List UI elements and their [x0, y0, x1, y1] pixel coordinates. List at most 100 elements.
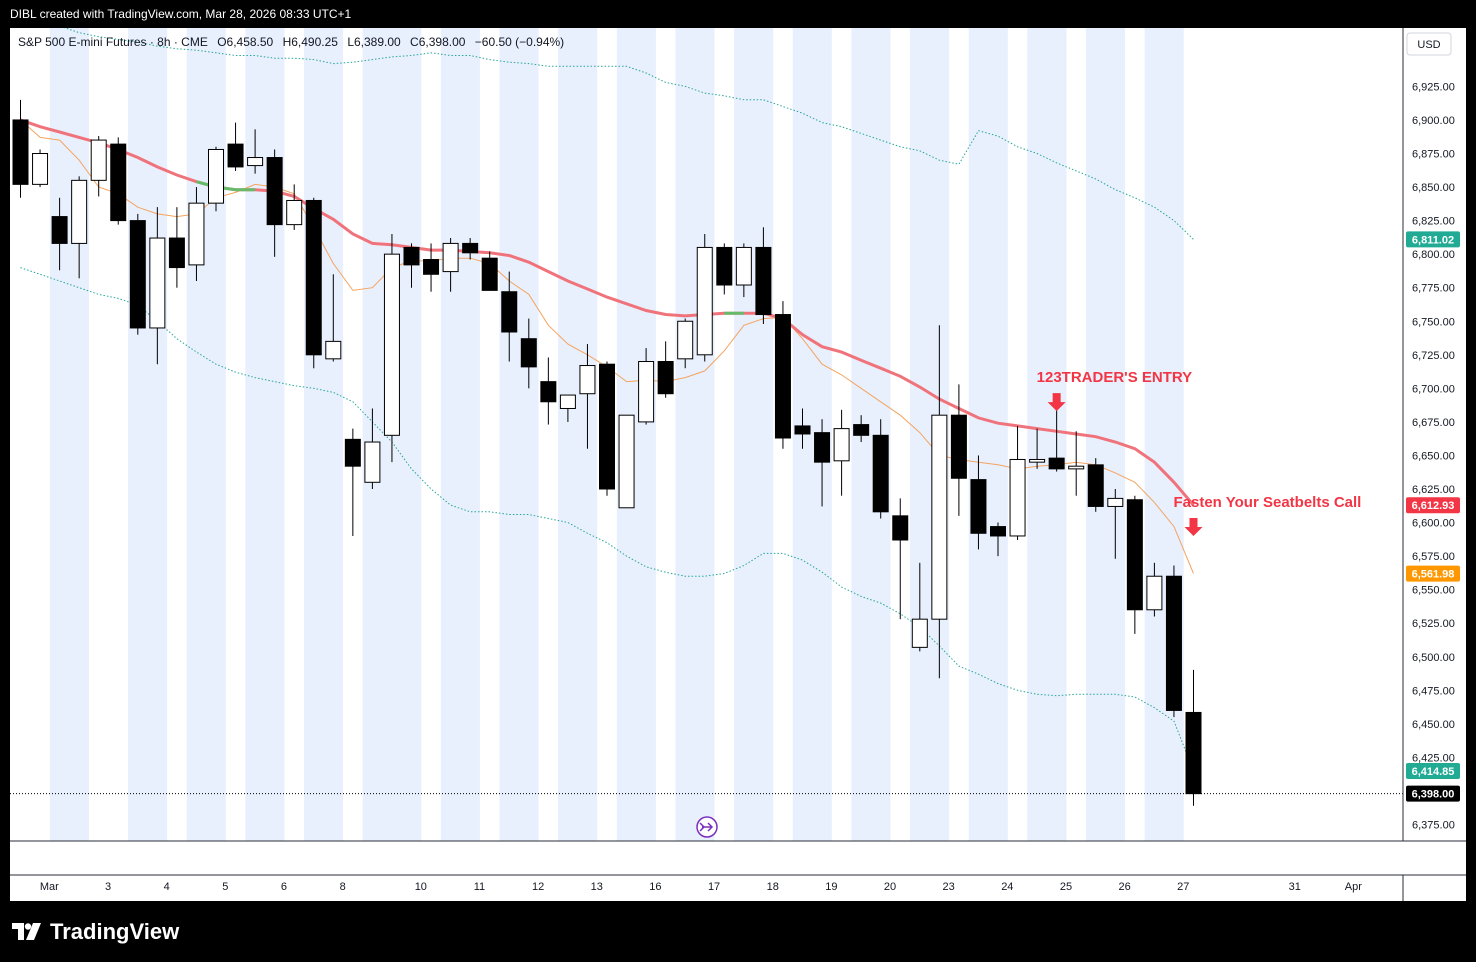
candle-body: [618, 414, 635, 509]
candle: [540, 357, 557, 425]
price-tag-label: 6,414.85: [1412, 766, 1455, 778]
candle-body: [1087, 464, 1104, 507]
candle: [1126, 495, 1143, 634]
candle-body: [872, 434, 889, 513]
time-tick-label: Mar: [40, 881, 59, 893]
candle-body: [227, 143, 244, 168]
go-to-realtime-button[interactable]: [696, 816, 718, 838]
time-axis[interactable]: Mar 3 4 5 6 8 10 11 12 13 16 17 18 19 20 23 24 25 26 27 31 Ap…: [40, 881, 1362, 893]
price-tag: 6,561.98: [1406, 565, 1460, 582]
candle: [71, 176, 88, 279]
candle: [305, 197, 322, 369]
candle: [423, 243, 440, 292]
time-tick-label: 12: [532, 881, 544, 893]
legend-low: L6,389.00: [347, 35, 401, 49]
price-tag-bg: [1406, 785, 1460, 802]
time-tick-label: 31: [1289, 881, 1301, 893]
time-tick-label: 23: [943, 881, 955, 893]
candle-body: [1009, 458, 1026, 537]
candle: [1048, 408, 1065, 472]
candle: [90, 136, 107, 197]
price-tick-label: 6,450.00: [1412, 719, 1455, 731]
candle: [1165, 565, 1182, 718]
price-tags: 6,811.02 6,612.93 6,561.98 6,414.85 6,398.00: [1406, 231, 1460, 802]
candle: [892, 498, 909, 620]
session-shade: [968, 28, 1008, 841]
candle-body: [501, 291, 518, 333]
price-tick-label: 6,375.00: [1412, 820, 1455, 832]
legend-high: H6,490.25: [283, 35, 339, 49]
candle: [833, 409, 850, 496]
candle: [814, 419, 831, 507]
candle-body: [755, 246, 772, 316]
legend-symbol: S&P 500 E-mini Futures · 8h · CME: [18, 35, 208, 49]
time-tick-label: 24: [1001, 881, 1013, 893]
legend-close: C6,398.00: [410, 35, 466, 49]
candle: [990, 522, 1006, 557]
candle-body: [774, 314, 791, 439]
candle-body: [931, 414, 948, 620]
candle: [559, 394, 576, 422]
candle-body: [266, 157, 283, 226]
price-axis[interactable]: USD 6,375.006,400.006,425.006,450.006,47…: [1402, 28, 1460, 841]
candle-body: [540, 381, 557, 403]
candle: [911, 562, 928, 652]
caption-text: DIBL created with TradingView.com, Mar 2…: [10, 7, 352, 21]
session-shade: [303, 28, 344, 841]
price-tag-bg: [1406, 565, 1460, 582]
legend-open: O6,458.50: [217, 35, 273, 49]
candle: [872, 419, 889, 519]
price-ticks: 6,375.006,400.006,425.006,450.006,475.00…: [1412, 81, 1455, 831]
price-tick-label: 6,800.00: [1412, 249, 1455, 261]
candle: [188, 187, 205, 281]
candle-body: [188, 202, 205, 266]
candle-body: [638, 361, 655, 423]
price-chart[interactable]: 123TRADER'S ENTRY Fasten Your Seatbelts …: [10, 12, 1466, 901]
candle-body: [149, 237, 166, 329]
session-shade: [675, 28, 715, 841]
candle: [1029, 428, 1046, 469]
candle-body: [403, 246, 420, 266]
svg-text:S&P 500 E-mini Futures · 8h ·: S&P 500 E-mini Futures · 8h · CME O6,458…: [18, 35, 564, 49]
candle-body: [1126, 499, 1143, 611]
currency-button[interactable]: USD: [1406, 32, 1452, 56]
candle-body: [735, 246, 752, 286]
candle: [247, 129, 264, 174]
candle-body: [305, 199, 322, 356]
session-shade: [1144, 28, 1184, 841]
candle: [168, 207, 185, 288]
candle: [618, 414, 635, 509]
price-tag-label: 6,811.02: [1412, 234, 1454, 246]
session-shade: [499, 28, 539, 841]
candle-body: [833, 428, 850, 462]
candle: [638, 348, 655, 425]
candle-body: [208, 148, 224, 204]
time-tick-label: 4: [164, 881, 170, 893]
candle: [950, 384, 967, 516]
candle: [853, 415, 870, 443]
tradingview-logo-icon: [12, 923, 41, 940]
chart-container[interactable]: 123TRADER'S ENTRY Fasten Your Seatbelts …: [10, 12, 1466, 901]
top-caption-bar: DIBL created with TradingView.com, Mar 2…: [0, 0, 1476, 28]
candle: [1068, 431, 1085, 496]
price-tag: 6,811.02: [1406, 231, 1460, 248]
price-tag-label: 6,398.00: [1412, 789, 1455, 801]
candle-body: [12, 119, 29, 185]
candle-body: [32, 153, 49, 185]
candle: [1087, 458, 1104, 512]
price-tick-label: 6,650.00: [1412, 450, 1455, 462]
price-tick-label: 6,475.00: [1412, 685, 1455, 697]
price-tick-label: 6,600.00: [1412, 518, 1455, 530]
candle-body: [1029, 458, 1046, 463]
session-shade: [734, 28, 774, 841]
time-tick-label: 3: [105, 881, 111, 893]
legend-change: −60.50 (−0.94%): [475, 35, 564, 49]
candle: [266, 149, 283, 257]
candle-body: [696, 246, 713, 356]
candle-body: [990, 526, 1006, 537]
tradingview-logo[interactable]: TradingView: [12, 919, 179, 945]
candle-body: [129, 220, 146, 329]
time-tick-label: 10: [415, 881, 427, 893]
time-tick-label: Apr: [1345, 881, 1362, 893]
candle: [716, 243, 733, 295]
